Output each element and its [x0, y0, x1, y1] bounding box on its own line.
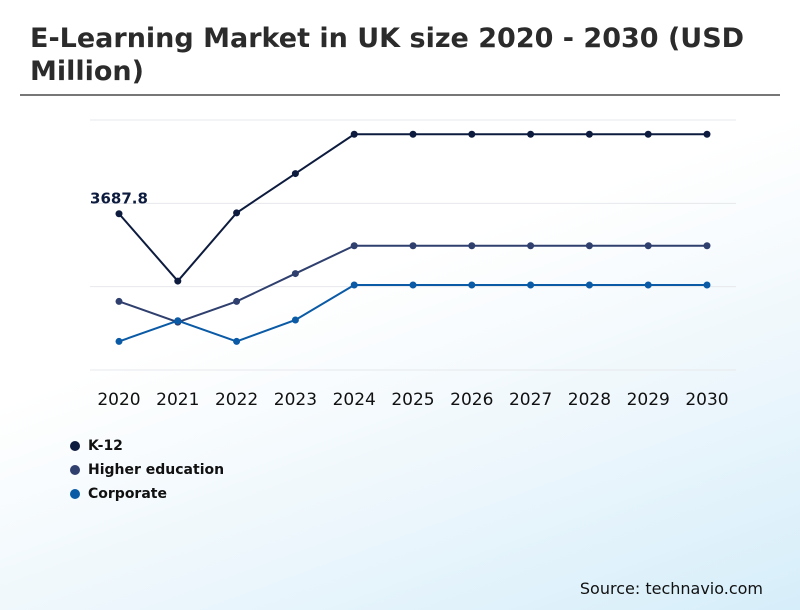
data-point-higher-education — [233, 297, 241, 305]
x-tick-label: 2020 — [97, 390, 140, 410]
data-point-k-12 — [468, 130, 476, 138]
title-divider — [20, 94, 780, 96]
data-point-corporate — [174, 317, 182, 325]
data-point-corporate — [527, 281, 535, 289]
data-point-k-12 — [409, 130, 417, 138]
data-point-corporate — [350, 281, 358, 289]
data-point-higher-education — [703, 242, 711, 250]
legend-marker — [70, 441, 80, 451]
line-chart: 3687.8 2020 2021 2022 2023 2024 2025 2026 2027 20… — [90, 119, 736, 410]
legend-item-corporate: Corporate — [70, 482, 224, 506]
source-note: Source: technavio.com — [579, 579, 763, 598]
legend-marker — [70, 489, 80, 499]
data-point-higher-education — [527, 242, 535, 250]
data-point-k-12 — [115, 210, 123, 218]
x-tick-label: 2028 — [568, 390, 611, 410]
data-point-k-12 — [233, 209, 241, 217]
data-point-higher-education — [468, 242, 476, 250]
data-point-higher-education — [291, 270, 299, 278]
x-tick-label: 2025 — [391, 390, 434, 410]
data-point-corporate — [233, 337, 241, 345]
x-tick-label: 2030 — [685, 390, 728, 410]
legend-label: K-12 — [88, 438, 123, 454]
legend-item-k-12: K-12 — [70, 434, 224, 458]
legend: K-12 Higher education Corporate — [70, 434, 224, 506]
data-label: 3687.8 — [90, 190, 148, 208]
legend-label: Corporate — [88, 486, 167, 502]
data-point-corporate — [468, 281, 476, 289]
data-point-higher-education — [644, 242, 652, 250]
legend-item-higher-education: Higher education — [70, 458, 224, 482]
x-tick-label: 2021 — [156, 390, 199, 410]
x-tick-label: 2023 — [274, 390, 317, 410]
legend-marker — [70, 465, 80, 475]
series-line-corporate — [118, 284, 707, 343]
x-tick-label: 2026 — [450, 390, 493, 410]
legend-label: Higher education — [88, 462, 225, 478]
data-point-corporate — [644, 281, 652, 289]
data-point-higher-education — [350, 242, 358, 250]
data-point-corporate — [409, 281, 417, 289]
data-point-higher-education — [115, 297, 123, 305]
data-point-corporate — [703, 281, 711, 289]
data-point-k-12 — [291, 170, 299, 178]
data-point-k-12 — [350, 130, 358, 138]
data-point-higher-education — [585, 242, 593, 250]
data-point-corporate — [115, 337, 123, 345]
data-point-corporate — [291, 316, 299, 324]
data-point-k-12 — [527, 130, 535, 138]
data-point-higher-education — [409, 242, 417, 250]
x-tick-label: 2029 — [627, 390, 670, 410]
data-point-k-12 — [703, 130, 711, 138]
data-point-k-12 — [174, 277, 182, 285]
series-line-k-12 — [118, 133, 707, 283]
x-tick-label: 2024 — [333, 390, 376, 410]
x-tick-label: 2027 — [509, 390, 552, 410]
data-point-k-12 — [644, 130, 652, 138]
data-point-k-12 — [585, 130, 593, 138]
chart-title: E-Learning Market in UK size 2020 - 2030… — [30, 23, 745, 87]
data-point-corporate — [585, 281, 593, 289]
x-tick-label: 2022 — [215, 390, 258, 410]
